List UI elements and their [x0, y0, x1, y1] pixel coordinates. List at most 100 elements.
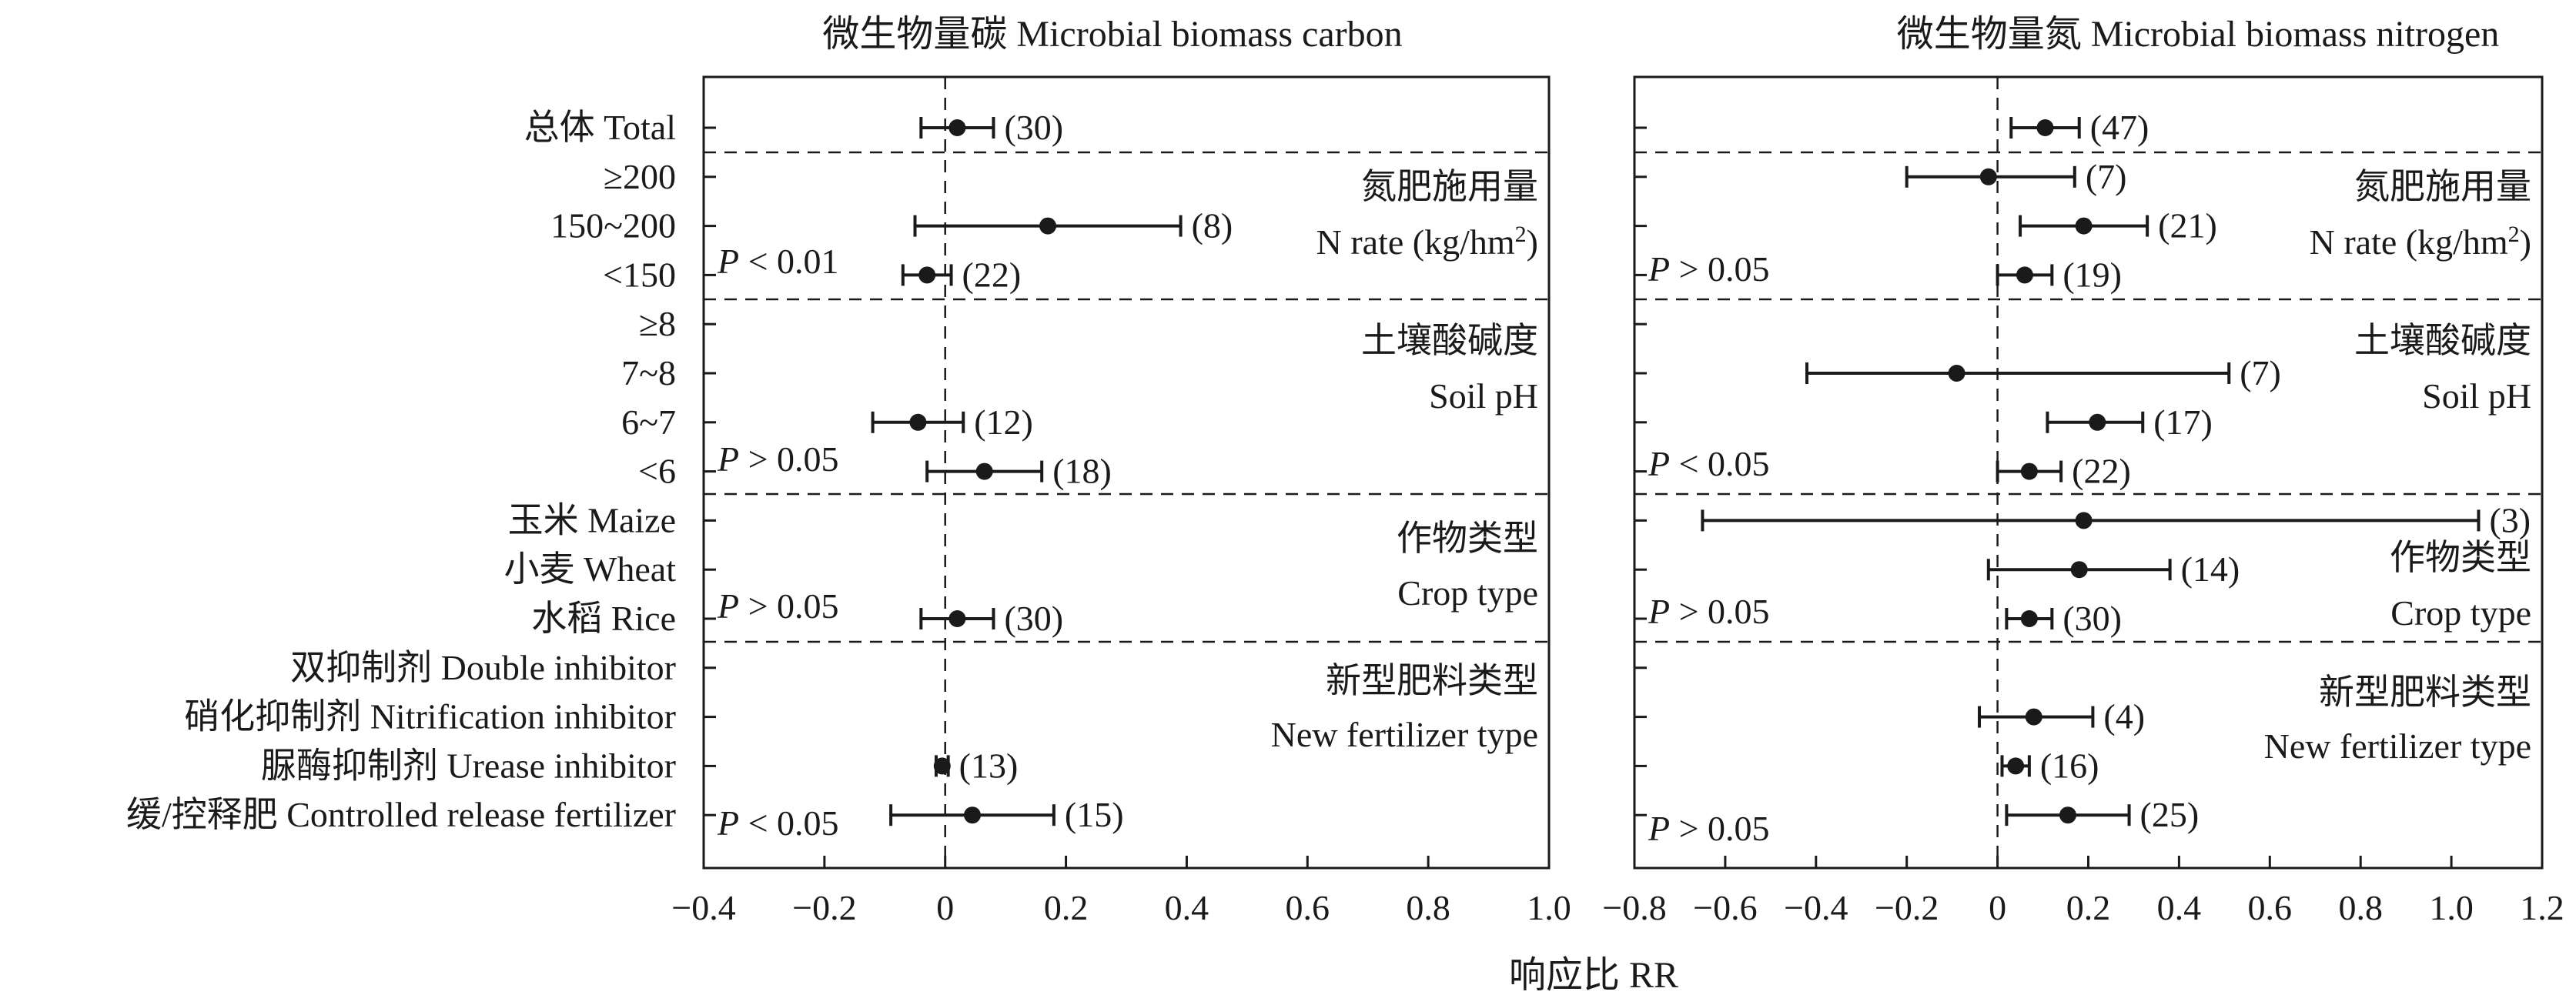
group-label-en-text: Soil pH [1429, 376, 1538, 416]
sample-size-label: (19) [2062, 255, 2122, 294]
estimate-point [948, 610, 966, 627]
estimate-point [2007, 757, 2025, 775]
group-label-en-text: Soil pH [2422, 376, 2531, 416]
group-label-zh: 氮肥施用量 [2354, 167, 2531, 206]
x-tick-label: 0.6 [2248, 888, 2293, 927]
x-tick-label: 0.2 [2066, 888, 2111, 927]
category-label: <6 [638, 452, 676, 491]
panel-title: 微生物量氮 Microbial biomass nitrogen [1897, 14, 2500, 55]
x-tick-label: 0.8 [1406, 888, 1450, 927]
category-label: 150~200 [550, 206, 676, 245]
group-label-zh: 新型肥料类型 [1326, 661, 1538, 700]
estimate-point [2075, 512, 2093, 529]
sample-size-label: (30) [2062, 599, 2122, 638]
x-tick-label: −0.8 [1602, 888, 1666, 927]
group-label-en: Crop type [1397, 573, 1538, 613]
p-symbol: P [1648, 249, 1670, 289]
x-tick-label: 1.0 [1527, 888, 1571, 927]
group-label-en: N rate (kg/hm2) [2310, 222, 2531, 262]
sample-size-label: (12) [974, 402, 1033, 442]
estimate-point [948, 119, 966, 136]
group-label-zh: 作物类型 [2390, 538, 2531, 577]
p-value-label: P > 0.05 [717, 439, 839, 479]
p-value-label: P < 0.01 [717, 242, 839, 281]
x-tick-label: 1.2 [2520, 888, 2564, 927]
p-value-text: > 0.05 [1670, 592, 1769, 631]
group-label-en: Soil pH [2422, 376, 2531, 416]
x-axis-label: 响应比 RR [1509, 955, 1678, 996]
x-tick-label: −0.2 [1875, 888, 1939, 927]
sample-size-label: (4) [2103, 697, 2145, 736]
group-label-en: Crop type [2390, 593, 2531, 633]
estimate-point [918, 266, 936, 284]
p-symbol: P [1648, 444, 1670, 483]
group-label-zh: 氮肥施用量 [1361, 167, 1538, 206]
p-symbol: P [717, 439, 739, 479]
panel-title: 微生物量碳 Microbial biomass carbon [822, 14, 1402, 55]
estimate-point [1979, 168, 1997, 185]
estimate-point [2020, 610, 2038, 627]
category-label: ≥8 [639, 304, 676, 343]
p-value-label: P < 0.05 [1648, 444, 1770, 483]
sample-size-label: (8) [1192, 206, 1233, 245]
group-label-zh: 作物类型 [1397, 519, 1538, 558]
estimate-point [2020, 462, 2038, 480]
sample-size-label: (7) [2086, 157, 2127, 196]
sample-size-label: (47) [2090, 108, 2149, 147]
x-tick-label: 0.6 [1286, 888, 1330, 927]
p-value-label: P > 0.05 [1648, 592, 1770, 631]
estimate-point [933, 757, 951, 775]
category-label: 7~8 [621, 353, 676, 392]
p-symbol: P [717, 242, 739, 281]
category-label: <150 [603, 255, 676, 294]
estimate-point [2075, 217, 2093, 235]
p-symbol: P [1648, 592, 1670, 631]
x-tick-label: −0.4 [671, 888, 735, 927]
p-value-text: > 0.05 [1670, 249, 1769, 289]
x-tick-label: 0.2 [1044, 888, 1089, 927]
sample-size-label: (14) [2181, 549, 2240, 589]
p-value-text: < 0.05 [1670, 444, 1769, 483]
x-tick-label: 1.0 [2429, 888, 2474, 927]
sample-size-label: (30) [1004, 108, 1063, 147]
p-value-label: P > 0.05 [717, 586, 839, 626]
group-label-en-text: N rate (kg/hm [1316, 222, 1515, 262]
group-label-en-text: Crop type [2390, 593, 2531, 633]
group-label-en-text: Crop type [1397, 573, 1538, 613]
group-label-en-text: N rate (kg/hm [2310, 222, 2508, 262]
group-label-en: N rate (kg/hm2) [1316, 222, 1538, 262]
p-value-label: P < 0.05 [717, 803, 839, 843]
p-value-text: < 0.05 [739, 803, 838, 843]
estimate-point [975, 462, 993, 480]
x-tick-label: 0.8 [2338, 888, 2383, 927]
category-label: 玉米 Maize [508, 500, 676, 539]
p-symbol: P [717, 803, 739, 843]
sample-size-label: (22) [962, 255, 1022, 294]
sample-size-label: (30) [1004, 599, 1063, 638]
x-tick-label: −0.6 [1693, 888, 1757, 927]
estimate-point [2016, 266, 2033, 284]
group-label-zh: 土壤酸碱度 [2354, 321, 2531, 360]
group-label-en-close: ) [2520, 222, 2531, 262]
p-value-label: P > 0.05 [1648, 249, 1770, 289]
sample-size-label: (21) [2158, 206, 2217, 245]
sample-size-label: (15) [1065, 795, 1124, 834]
group-label-zh: 新型肥料类型 [2319, 673, 2531, 712]
x-tick-label: 0 [936, 888, 954, 927]
sample-size-label: (7) [2240, 353, 2281, 392]
sample-size-label: (18) [1052, 452, 1112, 491]
superscript: 2 [2508, 222, 2520, 247]
category-label: 总体 Total [524, 108, 676, 147]
sample-size-label: (22) [2072, 452, 2131, 491]
p-value-text: > 0.05 [739, 586, 838, 626]
p-value-text: > 0.05 [739, 439, 838, 479]
category-label: 水稻 Rice [531, 599, 676, 638]
group-label-en-text: New fertilizer type [1271, 715, 1538, 754]
x-tick-label: −0.2 [792, 888, 856, 927]
estimate-point [2036, 119, 2054, 136]
sample-size-label: (13) [959, 746, 1019, 785]
sample-size-label: (25) [2140, 795, 2200, 834]
group-label-en: Soil pH [1429, 376, 1538, 416]
category-label: 硝化抑制剂 Nitrification inhibitor [184, 697, 676, 736]
